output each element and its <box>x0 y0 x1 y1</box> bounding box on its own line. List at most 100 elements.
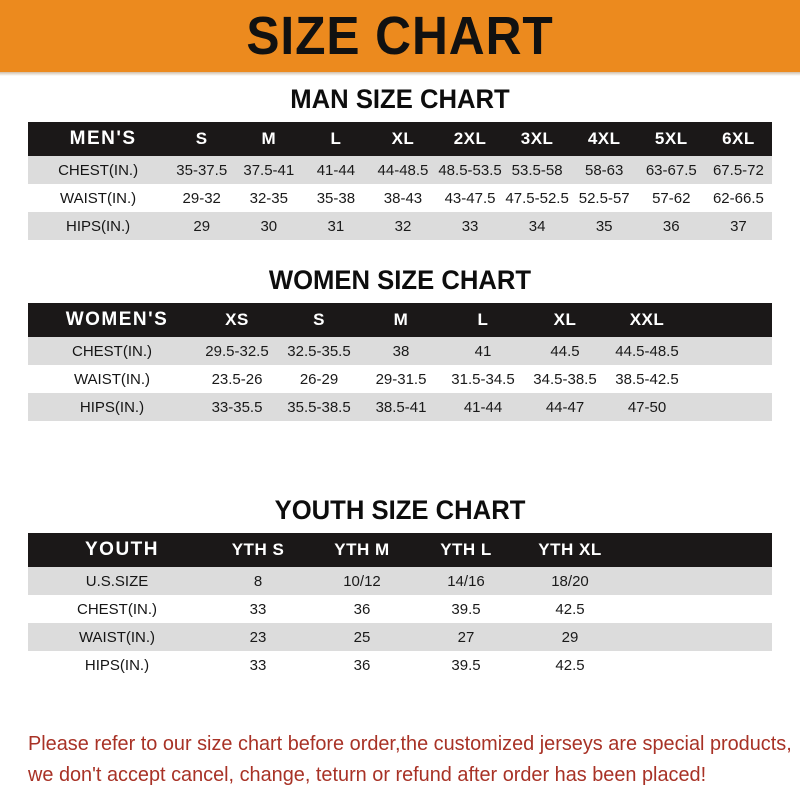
youth-row-label-hips: HIPS(IN.) <box>28 651 206 679</box>
women-size-header-s: S <box>278 303 360 337</box>
men-chest-6xl: 67.5-72 <box>704 156 772 184</box>
youth-chest-l: 39.5 <box>414 595 518 623</box>
women-size-header-m: M <box>360 303 442 337</box>
youth-header-spacer <box>622 533 772 567</box>
men-size-header-4xl: 4XL <box>570 122 638 156</box>
youth-section-title: YOUTH SIZE CHART <box>274 495 526 525</box>
women-chest-s: 32.5-35.5 <box>278 337 360 365</box>
table-row: CHEST(IN.) 29.5-32.5 32.5-35.5 38 41 44.… <box>28 337 772 365</box>
youth-us-size-s: 8 <box>206 567 310 595</box>
youth-table-head: YOUTH YTH S YTH M YTH L YTH XL <box>28 533 772 567</box>
youth-hips-spacer <box>622 651 772 679</box>
men-size-header-s: S <box>168 122 236 156</box>
youth-chest-m: 36 <box>310 595 414 623</box>
notice-line-2: we don't accept cancel, change, teturn o… <box>28 763 707 786</box>
men-row-label-hips: HIPS(IN.) <box>28 212 169 240</box>
men-chest-5xl: 63-67.5 <box>637 156 705 184</box>
men-hips-3xl: 34 <box>503 212 571 240</box>
women-chest-xxl: 44.5-48.5 <box>606 337 688 365</box>
youth-us-size-spacer <box>622 567 772 595</box>
youth-chest-xl: 42.5 <box>518 595 622 623</box>
youth-size-header-s: YTH S <box>206 533 310 567</box>
women-size-header-xs: XS <box>196 303 278 337</box>
men-hips-m: 30 <box>235 212 303 240</box>
women-hips-l: 41-44 <box>442 393 524 421</box>
banner-shadow <box>0 72 800 76</box>
women-waist-spacer <box>688 365 772 393</box>
table-row: WAIST(IN.) 29-32 32-35 35-38 38-43 43-47… <box>28 184 772 212</box>
youth-us-size-m: 10/12 <box>310 567 414 595</box>
table-row: HIPS(IN.) 33-35.5 35.5-38.5 38.5-41 41-4… <box>28 393 772 421</box>
men-size-table: MEN'S S M L XL 2XL 3XL 4XL 5XL 6XL CHEST… <box>28 122 772 240</box>
women-hips-s: 35.5-38.5 <box>278 393 360 421</box>
men-waist-s: 29-32 <box>168 184 236 212</box>
women-size-section: WOMEN SIZE CHART WOMEN'S XS S M L XL XXL <box>28 265 772 421</box>
women-hips-spacer <box>688 393 772 421</box>
men-chest-4xl: 58-63 <box>570 156 638 184</box>
men-row-label-waist: WAIST(IN.) <box>28 184 169 212</box>
women-chest-xl: 44.5 <box>524 337 606 365</box>
men-hips-6xl: 37 <box>704 212 772 240</box>
youth-chest-spacer <box>622 595 772 623</box>
table-row: CHEST(IN.) 35-37.5 37.5-41 41-44 44-48.5… <box>28 156 772 184</box>
women-waist-m: 29-31.5 <box>360 365 442 393</box>
youth-us-size-xl: 18/20 <box>518 567 622 595</box>
men-waist-m: 32-35 <box>235 184 303 212</box>
men-table-body: CHEST(IN.) 35-37.5 37.5-41 41-44 44-48.5… <box>28 156 772 240</box>
women-first-column-header: WOMEN'S <box>28 303 196 337</box>
men-waist-4xl: 52.5-57 <box>570 184 638 212</box>
youth-hips-m: 36 <box>310 651 414 679</box>
women-size-header-l: L <box>442 303 524 337</box>
men-hips-2xl: 33 <box>436 212 504 240</box>
men-chest-2xl: 48.5-53.5 <box>436 156 504 184</box>
women-waist-l: 31.5-34.5 <box>442 365 524 393</box>
order-policy-notice: Please refer to our size chart before or… <box>28 728 792 790</box>
women-size-table: WOMEN'S XS S M L XL XXL CHEST(IN.) 29.5-… <box>28 303 772 421</box>
women-chest-m: 38 <box>360 337 442 365</box>
youth-waist-m: 25 <box>310 623 414 651</box>
table-row: WAIST(IN.) 23.5-26 26-29 29-31.5 31.5-34… <box>28 365 772 393</box>
women-hips-xxl: 47-50 <box>606 393 688 421</box>
women-hips-xs: 33-35.5 <box>196 393 278 421</box>
men-size-section: MAN SIZE CHART MEN'S S M L XL 2XL 3XL 4X… <box>28 84 772 240</box>
youth-header-row: YOUTH YTH S YTH M YTH L YTH XL <box>28 533 772 567</box>
men-waist-2xl: 43-47.5 <box>436 184 504 212</box>
youth-row-label-chest: CHEST(IN.) <box>28 595 206 623</box>
youth-size-header-m: YTH M <box>310 533 414 567</box>
men-first-column-header: MEN'S <box>28 122 169 156</box>
men-waist-3xl: 47.5-52.5 <box>503 184 571 212</box>
youth-chest-s: 33 <box>206 595 310 623</box>
youth-waist-spacer <box>622 623 772 651</box>
men-hips-5xl: 36 <box>637 212 705 240</box>
women-section-title: WOMEN SIZE CHART <box>268 265 532 295</box>
men-hips-l: 31 <box>302 212 370 240</box>
youth-size-table: YOUTH YTH S YTH M YTH L YTH XL U.S.SIZE … <box>28 533 772 679</box>
men-chest-s: 35-37.5 <box>168 156 236 184</box>
youth-table-body: U.S.SIZE 8 10/12 14/16 18/20 CHEST(IN.) … <box>28 567 772 679</box>
men-hips-xl: 32 <box>369 212 437 240</box>
women-size-header-xxl: XXL <box>606 303 688 337</box>
men-hips-s: 29 <box>168 212 236 240</box>
youth-us-size-l: 14/16 <box>414 567 518 595</box>
men-section-title: MAN SIZE CHART <box>290 84 510 114</box>
women-table-body: CHEST(IN.) 29.5-32.5 32.5-35.5 38 41 44.… <box>28 337 772 421</box>
women-waist-xl: 34.5-38.5 <box>524 365 606 393</box>
men-size-header-l: L <box>302 122 370 156</box>
women-waist-xs: 23.5-26 <box>196 365 278 393</box>
table-row: HIPS(IN.) 29 30 31 32 33 34 35 36 37 <box>28 212 772 240</box>
women-header-spacer <box>688 303 772 337</box>
youth-row-label-us-size: U.S.SIZE <box>28 567 206 595</box>
youth-hips-xl: 42.5 <box>518 651 622 679</box>
women-table-head: WOMEN'S XS S M L XL XXL <box>28 303 772 337</box>
youth-size-header-xl: YTH XL <box>518 533 622 567</box>
men-waist-xl: 38-43 <box>369 184 437 212</box>
men-chest-l: 41-44 <box>302 156 370 184</box>
notice-line-1: Please refer to our size chart before or… <box>28 732 792 755</box>
page-banner: SIZE CHART <box>0 0 800 72</box>
women-header-row: WOMEN'S XS S M L XL XXL <box>28 303 772 337</box>
table-row: U.S.SIZE 8 10/12 14/16 18/20 <box>28 567 772 595</box>
women-waist-xxl: 38.5-42.5 <box>606 365 688 393</box>
table-row: WAIST(IN.) 23 25 27 29 <box>28 623 772 651</box>
youth-hips-l: 39.5 <box>414 651 518 679</box>
women-waist-s: 26-29 <box>278 365 360 393</box>
